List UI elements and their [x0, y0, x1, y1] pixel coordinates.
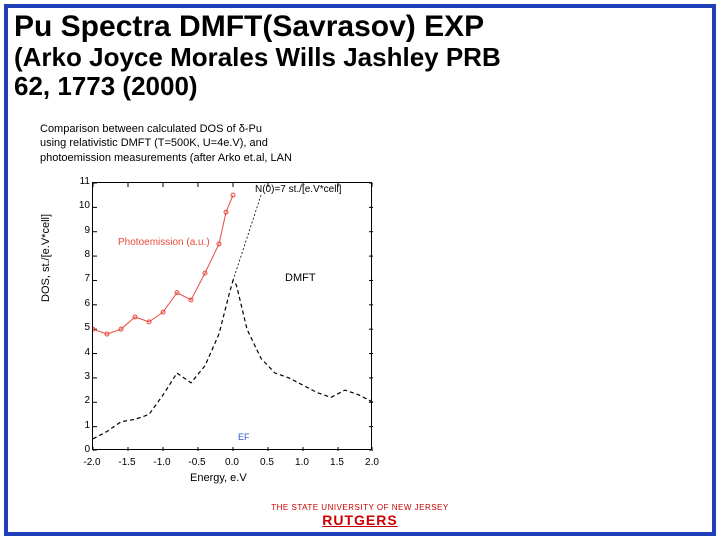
photoemission-label: Photoemission (a.u.) [118, 237, 210, 248]
x-tick-label: 0.0 [225, 457, 239, 468]
x-tick-label: -2.0 [83, 457, 100, 468]
chart-title-line-1: Comparison between calculated DOS of δ-P… [40, 122, 440, 136]
x-tick-label: -1.0 [153, 457, 170, 468]
y-tick-label: 6 [72, 298, 90, 309]
y-tick-label: 10 [72, 200, 90, 211]
y-tick-label: 3 [72, 371, 90, 382]
chart-title-line-3: photoemission measurements (after Arko e… [40, 151, 440, 165]
ef-label: EF [238, 432, 250, 442]
y-tick-label: 1 [72, 420, 90, 431]
y-tick-label: 7 [72, 273, 90, 284]
x-tick-label: 0.5 [260, 457, 274, 468]
x-tick-label: 1.5 [330, 457, 344, 468]
title-line-1: Pu Spectra DMFT(Savrasov) EXP [14, 10, 706, 44]
y-tick-label: 8 [72, 249, 90, 260]
y-tick-label: 4 [72, 347, 90, 358]
y-tick-label: 11 [72, 176, 90, 187]
y-axis-label: DOS, st./[e.V*cell] [40, 214, 52, 302]
chart-title-line-2: using relativistic DMFT (T=500K, U=4e.V)… [40, 136, 440, 150]
chart-container: Comparison between calculated DOS of δ-P… [40, 122, 440, 492]
x-tick-label: 1.0 [295, 457, 309, 468]
footer: THE STATE UNIVERSITY OF NEW JERSEY RUTGE… [0, 503, 720, 528]
n0-annotation: N(0)=7 st./[e.V*cell] [255, 184, 341, 195]
footer-university: THE STATE UNIVERSITY OF NEW JERSEY [0, 503, 720, 512]
x-axis-label: Energy, e.V [190, 472, 247, 484]
title-line-3: 62, 1773 (2000) [14, 71, 706, 102]
y-tick-label: 0 [72, 444, 90, 455]
chart-title: Comparison between calculated DOS of δ-P… [40, 122, 440, 165]
x-tick-label: 2.0 [365, 457, 379, 468]
footer-rutgers: RUTGERS [0, 512, 720, 528]
photoemission-curve [93, 195, 233, 334]
title-block: Pu Spectra DMFT(Savrasov) EXP (Arko Joyc… [14, 10, 706, 102]
chart-svg [93, 183, 373, 451]
dmft-label: DMFT [285, 272, 316, 284]
plot-area [92, 182, 372, 450]
y-tick-label: 5 [72, 322, 90, 333]
dmft-curve [93, 280, 373, 438]
title-line-2: (Arko Joyce Morales Wills Jashley PRB [14, 42, 706, 73]
x-tick-label: -1.5 [118, 457, 135, 468]
y-tick-label: 9 [72, 225, 90, 236]
x-tick-label: -0.5 [188, 457, 205, 468]
y-tick-label: 2 [72, 395, 90, 406]
